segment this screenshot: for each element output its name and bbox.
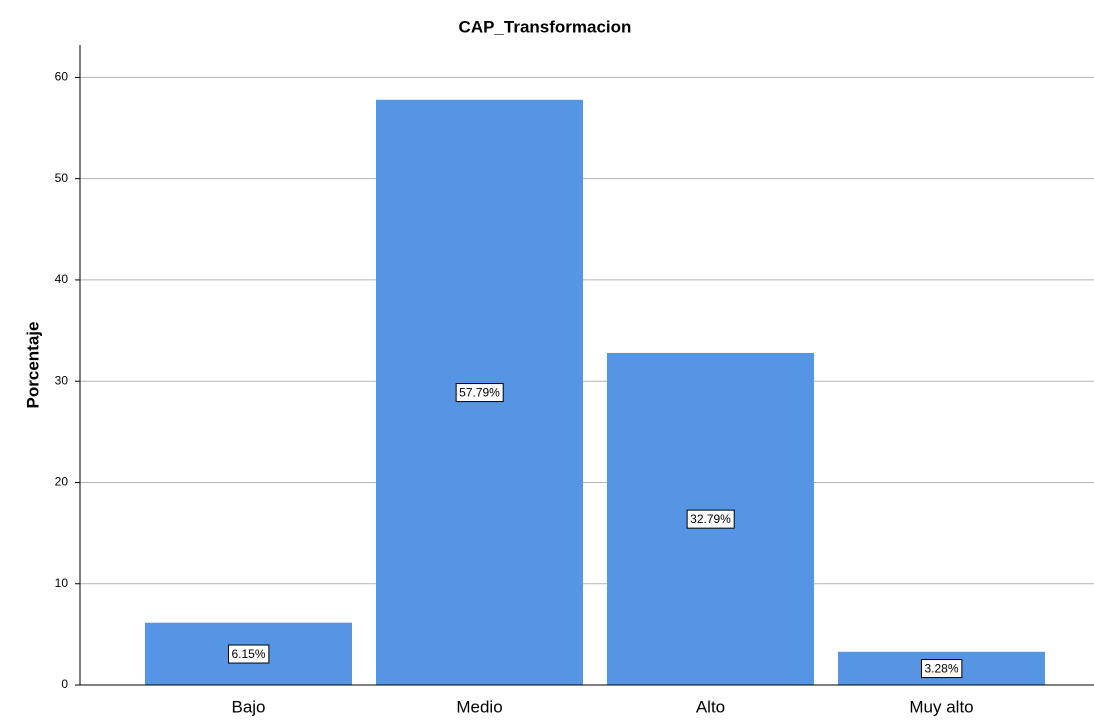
y-tick-label: 50 bbox=[55, 171, 69, 185]
y-axis-label: Porcentaje bbox=[23, 322, 42, 409]
y-tick-label: 0 bbox=[61, 677, 68, 691]
y-tick-label: 20 bbox=[55, 475, 69, 489]
y-tick-label: 30 bbox=[55, 373, 69, 387]
x-tick-label: Bajo bbox=[231, 697, 265, 716]
value-label-box bbox=[686, 509, 735, 529]
chart-title: CAP_Transformacion bbox=[459, 17, 632, 36]
x-tick-label: Muy alto bbox=[909, 697, 973, 716]
x-tick-label: Alto bbox=[696, 697, 725, 716]
x-tick-label: Medio bbox=[456, 697, 502, 716]
value-label: 6.15% bbox=[231, 647, 265, 661]
y-tick-label: 10 bbox=[55, 576, 69, 590]
value-label: 3.28% bbox=[924, 662, 958, 676]
y-tick-label: 40 bbox=[55, 272, 69, 286]
value-label-box bbox=[455, 383, 504, 403]
value-label: 32.79% bbox=[690, 512, 731, 526]
value-label-box bbox=[920, 659, 963, 679]
y-tick-label: 60 bbox=[55, 70, 69, 84]
value-label: 57.79% bbox=[459, 386, 500, 400]
value-label-box bbox=[227, 644, 270, 664]
